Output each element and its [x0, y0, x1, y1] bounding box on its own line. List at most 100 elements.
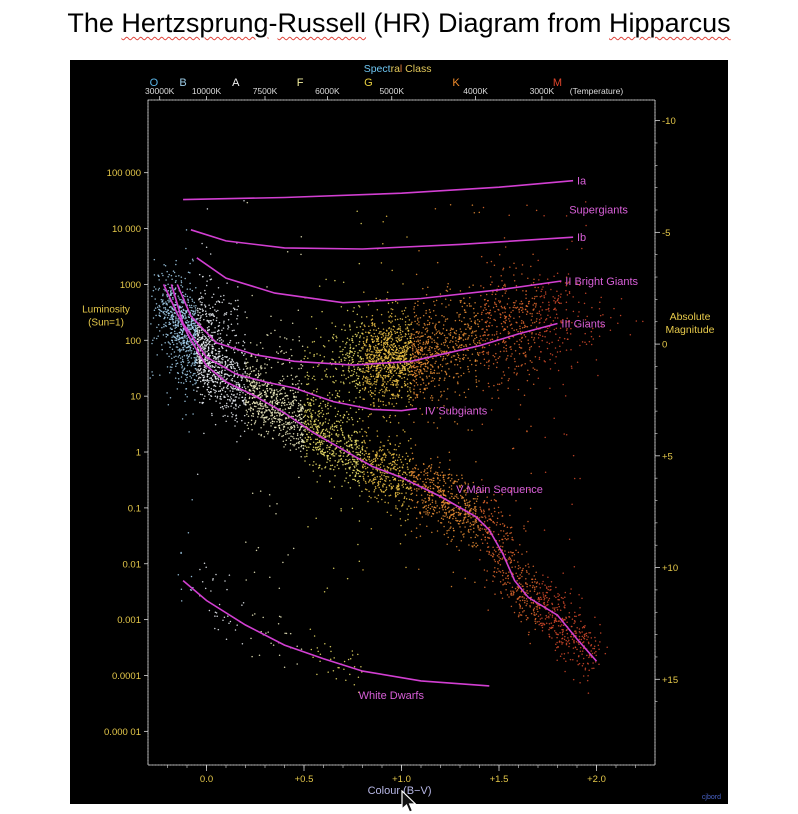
star-point — [508, 378, 510, 380]
star-point — [367, 381, 369, 383]
star-point — [383, 472, 386, 475]
star-point — [180, 325, 182, 327]
star-point — [429, 364, 432, 366]
star-point — [444, 505, 447, 508]
star-point — [505, 572, 507, 574]
star-point — [336, 440, 339, 442]
star-point — [511, 353, 513, 355]
star-point — [292, 433, 295, 435]
star-point — [226, 393, 228, 396]
star-point — [413, 388, 415, 391]
star-point — [494, 319, 497, 322]
star-point — [417, 468, 419, 470]
star-point — [411, 472, 413, 474]
star-point — [362, 383, 364, 386]
star-point — [258, 382, 261, 384]
star-point — [585, 634, 588, 637]
star-point — [293, 437, 295, 440]
star-point — [446, 398, 448, 400]
star-point — [420, 347, 423, 349]
star-point — [407, 468, 409, 471]
star-point — [182, 294, 185, 297]
star-point — [221, 380, 223, 383]
star-point — [579, 646, 582, 649]
star-point — [181, 291, 184, 293]
star-point — [228, 398, 231, 401]
star-point — [581, 597, 583, 599]
star-point — [469, 515, 471, 517]
star-point — [389, 377, 392, 380]
star-point — [180, 284, 182, 287]
star-point — [446, 354, 449, 357]
star-point — [378, 450, 381, 452]
star-point — [377, 340, 380, 342]
star-point — [457, 354, 460, 356]
star-point — [262, 405, 264, 408]
star-point — [490, 409, 493, 411]
star-point — [423, 474, 425, 476]
star-point — [366, 350, 368, 352]
star-point — [571, 625, 573, 628]
star-point — [358, 382, 361, 384]
star-point — [352, 354, 355, 357]
star-point — [564, 635, 566, 638]
star-point — [244, 398, 246, 400]
star-point — [606, 646, 608, 648]
star-point — [429, 485, 432, 488]
star-point — [474, 330, 476, 333]
star-point — [306, 440, 308, 443]
star-point — [326, 444, 329, 447]
star-point — [188, 328, 190, 331]
star-point — [417, 352, 419, 355]
star-point — [429, 507, 432, 510]
star-point — [313, 461, 315, 463]
star-point — [378, 371, 381, 373]
star-point — [429, 397, 432, 399]
star-point — [261, 403, 264, 405]
star-point — [373, 324, 376, 326]
star-point — [539, 613, 542, 616]
star-point — [249, 366, 252, 369]
star-point — [192, 372, 195, 375]
star-point — [156, 326, 158, 329]
star-point — [356, 334, 358, 336]
star-point — [246, 424, 249, 426]
star-point — [243, 403, 245, 405]
star-point — [323, 440, 325, 443]
star-point — [529, 642, 531, 645]
star-point — [599, 641, 601, 643]
star-point — [492, 556, 494, 558]
star-point — [433, 300, 435, 303]
star-point — [457, 502, 460, 504]
star-point — [392, 379, 394, 382]
star-point — [238, 366, 240, 369]
star-point — [448, 473, 451, 476]
star-point — [505, 350, 508, 352]
star-point — [403, 497, 406, 500]
star-point — [419, 336, 421, 338]
star-point — [435, 471, 437, 473]
star-point — [313, 420, 316, 423]
star-point — [408, 401, 410, 403]
star-point — [185, 346, 188, 349]
star-point — [598, 663, 600, 665]
star-point — [175, 304, 177, 306]
star-point — [349, 325, 351, 328]
star-point — [264, 390, 266, 393]
star-point — [419, 388, 421, 391]
star-point — [332, 450, 335, 452]
star-point — [500, 592, 502, 595]
star-point — [578, 638, 581, 641]
star-point — [432, 322, 434, 325]
star-point — [284, 408, 287, 410]
star-point — [311, 425, 313, 427]
star-point — [378, 366, 380, 369]
star-point — [348, 371, 350, 373]
star-point — [386, 448, 389, 451]
star-point — [539, 587, 542, 589]
star-point — [355, 451, 357, 454]
star-point — [271, 395, 273, 398]
star-point — [407, 315, 409, 317]
star-point — [379, 389, 381, 392]
star-point — [447, 521, 450, 523]
